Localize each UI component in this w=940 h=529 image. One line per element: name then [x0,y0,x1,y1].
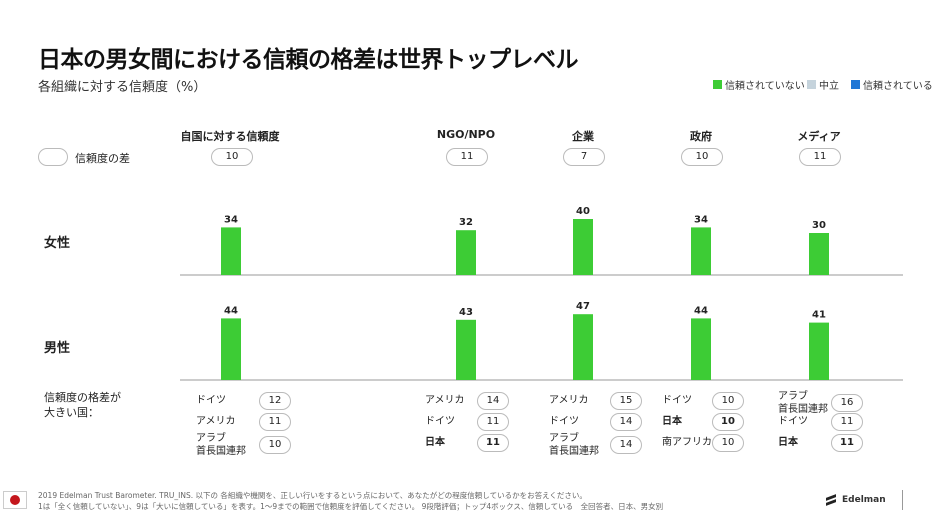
top-gap-country-name: ドイツ [549,416,579,427]
bar-chart: 34 32 40 34 30 44 43 47 44 41 [180,206,903,381]
top-gap-country-name: ドイツ [425,416,455,427]
legend-item-distrust: 信頼されていない [713,77,805,92]
bar-women-1 [456,230,476,275]
top-gap-country-value: 15 [610,392,642,410]
bar-men-2 [573,314,593,380]
bar-value-men-1: 43 [459,307,473,318]
top-gap-country-value: 11 [259,413,291,431]
gap-legend-label: 信頼度の差 [75,152,130,165]
top-gap-country-name: アラブ 首長国連邦 [778,391,828,415]
top-gap-country-value: 11 [831,434,863,452]
bar-men-3 [691,318,711,380]
bar-value-men-0: 44 [224,305,238,316]
bar-value-men-4: 41 [812,310,826,321]
gap-pill-own-country: 10 [211,148,253,166]
footer-note-line1: 2019 Edelman Trust Barometer. TRU_INS. 以… [38,491,587,500]
edelman-logo-text: Edelman [842,495,886,505]
row-label-women: 女性 [44,236,71,251]
bar-women-2 [573,219,593,275]
category-header-media: メディア [797,130,841,143]
top-gap-country-name: 日本 [778,437,798,448]
bar-men-4 [809,322,829,380]
bar-value-women-1: 32 [459,217,473,228]
bar-value-women-3: 34 [694,214,708,225]
edelman-logo: Edelman [826,494,886,506]
category-header-government: 政府 [690,130,712,143]
bar-value-women-0: 34 [224,214,238,225]
page-subtitle: 各組織に対する信頼度（%） [38,80,207,95]
footer-note-line2: 1は「全く信頼していない」、9は「大いに信頼している」を表す。1～9までの範囲で… [38,502,664,511]
top-gap-country-value: 10 [712,392,744,410]
top-gap-country-name: アラブ 首長国連邦 [549,433,599,457]
top-gap-countries-label: 信頼度の格差が 大きい国： [44,391,121,419]
top-gap-country-name: 日本 [662,416,682,427]
bar-value-women-2: 40 [576,206,590,217]
category-header-business: 企業 [572,130,594,143]
top-gap-country-name: ドイツ [196,395,226,406]
row-label-men: 男性 [44,341,71,356]
top-gap-country-name: アラブ 首長国連邦 [196,433,246,457]
legend-label-neutral: 中立 [819,81,839,92]
legend-label-distrust: 信頼されていない [725,81,805,92]
top-gap-country-value: 14 [610,413,642,431]
footer-divider [902,490,903,510]
top-gap-country-value: 10 [712,413,744,431]
bar-women-0 [221,227,241,275]
bar-men-1 [456,319,476,380]
legend-swatch-distrust [713,80,722,89]
bar-women-3 [691,227,711,275]
top-gap-country-value: 11 [477,413,509,431]
bar-men-0 [221,318,241,380]
top-gap-country-name: 南アフリカ [662,437,712,448]
footer-note: 2019 Edelman Trust Barometer. TRU_INS. 以… [38,490,663,512]
legend-item-trust: 信頼されている [851,77,933,92]
top-gap-country-name: アメリカ [196,416,236,427]
top-gap-country-name: 日本 [425,437,445,448]
gap-pill-government: 10 [681,148,723,166]
category-header-ngo: NGO/NPO [436,128,496,141]
legend-label-trust: 信頼されている [863,81,933,92]
top-gap-country-value: 16 [831,394,863,412]
top-gap-country-value: 10 [712,434,744,452]
gap-pill-business: 7 [563,148,605,166]
top-gap-country-name: ドイツ [662,395,692,406]
top-gap-country-name: ドイツ [778,416,808,427]
top-gap-country-value: 11 [831,413,863,431]
top-gap-country-value: 14 [610,436,642,454]
gap-pill-media: 11 [799,148,841,166]
top-gap-country-name: アメリカ [425,395,465,406]
bar-value-men-3: 44 [694,305,708,316]
bar-value-men-2: 47 [576,301,590,312]
gap-pill-ngo: 11 [446,148,488,166]
edelman-logo-icon [826,494,838,506]
top-gap-country-value: 12 [259,392,291,410]
legend-item-neutral: 中立 [807,77,839,92]
page-title: 日本の男女間における信頼の格差は世界トップレベル [38,47,579,73]
japan-flag-icon [3,491,27,509]
top-gap-country-value: 11 [477,434,509,452]
legend-swatch-neutral [807,80,816,89]
legend-swatch-trust [851,80,860,89]
top-gap-country-value: 10 [259,436,291,454]
top-gap-country-name: アメリカ [549,395,589,406]
top-gap-country-value: 14 [477,392,509,410]
bar-women-4 [809,233,829,275]
bar-value-women-4: 30 [812,220,826,231]
gap-legend-pill [38,148,68,166]
category-header-own-country: 自国に対する信頼度 [180,130,280,143]
